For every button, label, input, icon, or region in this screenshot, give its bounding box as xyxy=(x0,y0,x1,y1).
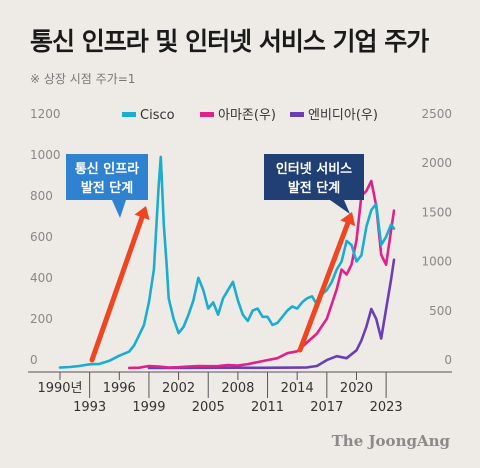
left-tick-label: 0 xyxy=(30,353,38,367)
x-tick-label: 2002 xyxy=(162,381,195,396)
left-tick-label: 1200 xyxy=(30,107,61,121)
annotation-internet-text: 발전 단계 xyxy=(288,180,340,196)
arrow-telecom xyxy=(89,214,145,363)
arrow-internet xyxy=(297,220,351,353)
x-tick-label: 2014 xyxy=(281,381,314,396)
annotation-telecom-text: 통신 인프라 xyxy=(75,161,139,177)
legend-label: Cisco xyxy=(140,108,175,123)
legend-swatch xyxy=(122,112,136,117)
arrow-telecom-head xyxy=(134,206,150,220)
legend-swatch xyxy=(200,112,214,117)
left-tick-label: 800 xyxy=(30,189,53,203)
left-tick-label: 400 xyxy=(30,271,53,285)
x-tick-label: 1996 xyxy=(103,381,136,396)
legend-label: 엔비디아(우) xyxy=(308,108,378,123)
right-tick-label: 500 xyxy=(429,304,452,318)
left-tick-label: 1000 xyxy=(30,148,61,162)
right-tick-label: 1000 xyxy=(421,255,452,269)
annotation-internet-box xyxy=(264,154,364,200)
annotation-telecom-text: 발전 단계 xyxy=(81,180,133,196)
series-line-cisco xyxy=(58,155,396,369)
right-tick-label: 0 xyxy=(444,353,452,367)
legend-swatch xyxy=(290,112,304,117)
x-tick-label: 2011 xyxy=(251,400,284,415)
x-tick-label: 2023 xyxy=(370,400,403,415)
right-tick-label: 2500 xyxy=(421,107,452,121)
x-tick-label: 1990년 xyxy=(37,381,82,396)
chart-subtitle: ※ 상장 시점 주가=1 xyxy=(30,72,136,86)
x-tick-label: 1999 xyxy=(132,400,165,415)
x-tick-label: 2017 xyxy=(310,400,343,415)
annotation-telecom-pointer xyxy=(112,200,126,218)
right-tick-label: 2000 xyxy=(421,156,452,170)
credit-logo: The JoongAng xyxy=(331,432,450,450)
x-tick-label: 2005 xyxy=(192,400,225,415)
series-line-nvidia xyxy=(147,258,396,370)
x-tick-label: 2008 xyxy=(221,381,254,396)
left-tick-label: 200 xyxy=(30,312,53,326)
annotation-internet-text: 인터넷 서비스 xyxy=(276,161,352,177)
legend-label: 아마존(우) xyxy=(218,108,276,123)
series-line-amazon xyxy=(127,179,396,370)
left-tick-label: 600 xyxy=(30,230,53,244)
annotation-internet-pointer xyxy=(330,200,350,214)
right-tick-label: 1500 xyxy=(421,205,452,219)
arrow-internet-head xyxy=(340,212,356,227)
annotation-telecom-box xyxy=(66,154,148,200)
x-tick-label: 1993 xyxy=(73,400,106,415)
chart-title: 통신 인프라 및 인터넷 서비스 기업 주가 xyxy=(30,27,429,56)
x-tick-label: 2020 xyxy=(340,381,373,396)
